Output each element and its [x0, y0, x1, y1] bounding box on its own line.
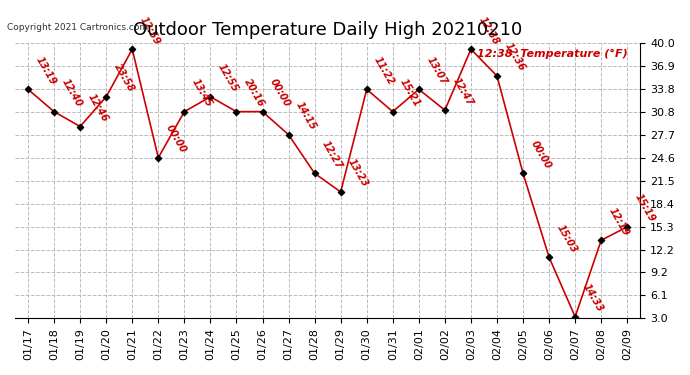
Title: Outdoor Temperature Daily High 20210210: Outdoor Temperature Daily High 20210210: [133, 21, 522, 39]
Point: [544, 254, 555, 260]
Text: 12:36: 12:36: [502, 42, 526, 73]
Point: [622, 224, 633, 230]
Text: 13:19: 13:19: [34, 55, 58, 87]
Text: 12:59: 12:59: [138, 15, 162, 46]
Text: 12:47: 12:47: [451, 76, 475, 107]
Point: [361, 86, 372, 92]
Point: [491, 73, 502, 79]
Point: [595, 237, 607, 243]
Text: 12:38: 12:38: [477, 15, 500, 46]
Point: [335, 189, 346, 195]
Text: 14:33: 14:33: [581, 282, 605, 314]
Text: Copyright 2021 Cartronics.com: Copyright 2021 Cartronics.com: [7, 22, 148, 32]
Text: 15:19: 15:19: [633, 192, 657, 224]
Text: 00:00: 00:00: [529, 139, 553, 171]
Point: [466, 46, 477, 52]
Point: [179, 109, 190, 115]
Point: [152, 155, 164, 161]
Text: 00:00: 00:00: [268, 77, 292, 109]
Point: [440, 107, 451, 113]
Text: 12:19: 12:19: [607, 206, 631, 237]
Point: [231, 109, 242, 115]
Text: 15:21: 15:21: [398, 77, 422, 109]
Text: 12:27: 12:27: [320, 139, 344, 171]
Text: 00:00: 00:00: [164, 123, 188, 155]
Point: [387, 109, 398, 115]
Point: [48, 109, 59, 115]
Text: 23:58: 23:58: [112, 62, 136, 94]
Point: [205, 94, 216, 100]
Point: [23, 86, 34, 92]
Text: 14:15: 14:15: [294, 100, 318, 132]
Point: [413, 86, 424, 92]
Text: 12:40: 12:40: [59, 77, 83, 109]
Point: [101, 94, 112, 100]
Point: [283, 132, 294, 138]
Point: [127, 46, 138, 52]
Text: 12:55: 12:55: [216, 62, 240, 94]
Point: [75, 123, 86, 129]
Text: 13:45: 13:45: [190, 77, 214, 109]
Point: [518, 170, 529, 176]
Text: 13:07: 13:07: [424, 55, 448, 87]
Text: 15:03: 15:03: [555, 223, 579, 255]
Text: 20:16: 20:16: [242, 77, 266, 109]
Text: 11:22: 11:22: [373, 55, 396, 87]
Point: [570, 314, 581, 320]
Text: 12:38  Temperature (°F): 12:38 Temperature (°F): [477, 49, 628, 59]
Point: [257, 109, 268, 115]
Text: 12:46: 12:46: [86, 92, 110, 124]
Text: 13:23: 13:23: [346, 158, 371, 189]
Point: [309, 170, 320, 176]
